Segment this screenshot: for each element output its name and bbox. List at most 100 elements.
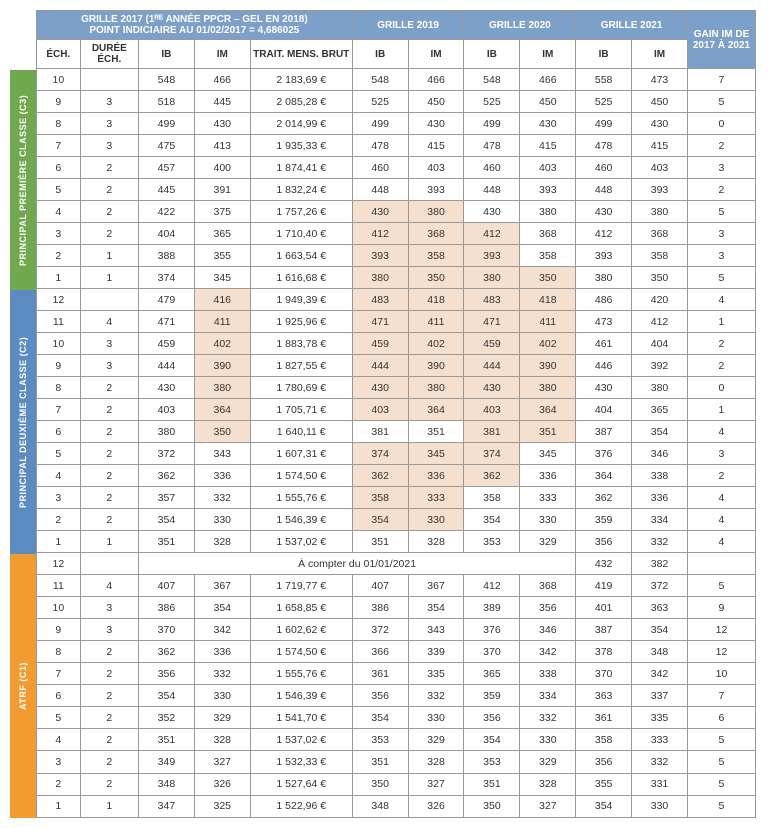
- table-row: 424223751 757,26 €4303804303804303805: [37, 201, 756, 223]
- cell: 403: [520, 157, 576, 179]
- cell: 391: [194, 179, 250, 201]
- cell: 483: [464, 289, 520, 311]
- cell: [687, 553, 755, 575]
- table-body: 105484662 183,69 €5484665484665584737935…: [37, 69, 756, 818]
- cell: 1 574,50 €: [250, 641, 352, 663]
- cell: 350: [464, 795, 520, 817]
- cell: 416: [194, 289, 250, 311]
- cell: 393: [408, 179, 464, 201]
- cell: 1 546,39 €: [250, 509, 352, 531]
- cell: 415: [520, 135, 576, 157]
- cell: 486: [576, 289, 632, 311]
- cell: 380: [520, 201, 576, 223]
- cell: 518: [138, 91, 194, 113]
- cell: 413: [194, 135, 250, 157]
- cell: 333: [632, 729, 688, 751]
- cell: 354: [138, 685, 194, 707]
- cell: 362: [464, 465, 520, 487]
- cell: 1 555,76 €: [250, 663, 352, 685]
- cell: 380: [632, 377, 688, 399]
- cell: 393: [632, 179, 688, 201]
- cell: 459: [352, 333, 408, 355]
- cell: 11: [37, 311, 81, 333]
- cell: 350: [352, 773, 408, 795]
- cell: 362: [352, 465, 408, 487]
- cell: 1 780,69 €: [250, 377, 352, 399]
- cell: 2: [37, 245, 81, 267]
- cell: 329: [194, 707, 250, 729]
- cell: 418: [520, 289, 576, 311]
- cell: 350: [194, 421, 250, 443]
- cell: 375: [194, 201, 250, 223]
- cell: 5: [37, 707, 81, 729]
- cell: 392: [632, 355, 688, 377]
- col-trait: TRAIT. MENS. BRUT: [250, 40, 352, 69]
- col-im: IM: [194, 40, 250, 69]
- cell: 336: [408, 465, 464, 487]
- cell: 365: [632, 399, 688, 421]
- cell: 471: [464, 311, 520, 333]
- cell: 330: [408, 509, 464, 531]
- cell: 1 663,54 €: [250, 245, 352, 267]
- cell: 365: [194, 223, 250, 245]
- cell: 330: [408, 707, 464, 729]
- cell: 372: [632, 575, 688, 597]
- cell: 1: [37, 531, 81, 553]
- cell: 1: [687, 399, 755, 421]
- cell: 380: [408, 201, 464, 223]
- cell: 330: [194, 685, 250, 707]
- cell: 1 546,39 €: [250, 685, 352, 707]
- cell: 389: [464, 597, 520, 619]
- cell: 350: [520, 267, 576, 289]
- cell: 356: [464, 707, 520, 729]
- cell: 430: [520, 113, 576, 135]
- cell: 363: [576, 685, 632, 707]
- cell: 327: [194, 751, 250, 773]
- cell: 9: [687, 597, 755, 619]
- cell: 8: [37, 377, 81, 399]
- cell: 3: [80, 135, 138, 157]
- cell: 403: [408, 157, 464, 179]
- cell: 12: [37, 553, 81, 575]
- cell: 4: [37, 201, 81, 223]
- cell: 366: [352, 641, 408, 663]
- cell: 1 640,11 €: [250, 421, 352, 443]
- cell: 338: [632, 465, 688, 487]
- cell: 5: [687, 575, 755, 597]
- cell: 404: [576, 399, 632, 421]
- cell: 332: [408, 685, 464, 707]
- cell: 5: [687, 751, 755, 773]
- table-row: 213883551 663,54 €3933583933583933583: [37, 245, 756, 267]
- cell: 346: [520, 619, 576, 641]
- cell: 359: [464, 685, 520, 707]
- cell: 363: [632, 597, 688, 619]
- cell: 357: [138, 487, 194, 509]
- cell: 376: [576, 443, 632, 465]
- cell: 351: [138, 729, 194, 751]
- cell: 358: [464, 487, 520, 509]
- cell: 2 085,28 €: [250, 91, 352, 113]
- table-row: 723563321 555,76 €36133536533837034210: [37, 663, 756, 685]
- cell: 7: [687, 685, 755, 707]
- cell: 381: [352, 421, 408, 443]
- cell: 1 541,70 €: [250, 707, 352, 729]
- cell: 403: [352, 399, 408, 421]
- cell: 343: [194, 443, 250, 465]
- cell: 350: [632, 267, 688, 289]
- cell: 335: [632, 707, 688, 729]
- cell: 327: [520, 795, 576, 817]
- table-row: 105484662 183,69 €5484665484665584737: [37, 69, 756, 91]
- cell: 471: [138, 311, 194, 333]
- cell: 356: [576, 531, 632, 553]
- cell: 388: [138, 245, 194, 267]
- cell: 368: [408, 223, 464, 245]
- cell: 2: [80, 421, 138, 443]
- cell: 367: [408, 575, 464, 597]
- cell: 356: [138, 663, 194, 685]
- cell: 380: [408, 377, 464, 399]
- cell: 430: [576, 377, 632, 399]
- cell: 412: [632, 311, 688, 333]
- cell: 2: [80, 685, 138, 707]
- cell: 403: [138, 399, 194, 421]
- cell: 2: [80, 751, 138, 773]
